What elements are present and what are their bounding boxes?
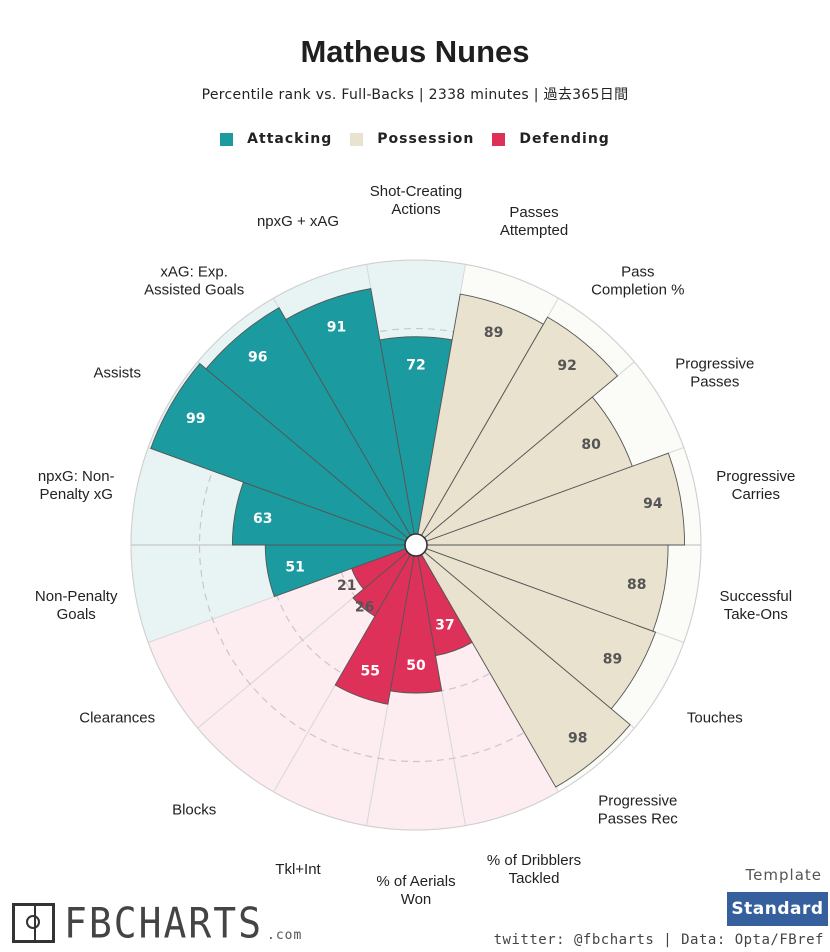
legend-item-attacking: Attacking [220,131,332,147]
value-label-successful-take-ons: 88 [627,577,646,593]
value-label-non-penalty-goals: 51 [285,559,304,575]
value-label-of-aerials-won: 50 [406,658,426,674]
category-label-passes-attempted: Passes Attempted [500,204,568,239]
value-label-touches: 89 [603,651,622,667]
category-label-npxg-non-penalty-xg: npxG: Non-Penalty xG [38,468,115,503]
category-label-progressive-carries: Progressive Carries [716,468,795,503]
legend: Attacking Possession Defending [0,131,830,147]
category-label-shot-creating-actions: Shot-Creating Actions [370,183,463,218]
legend-label-attacking: Attacking [247,131,333,147]
category-label-progressive-passes: Progressive Passes [675,356,754,391]
category-label-pass-completion: Pass Completion % [591,264,684,299]
category-label-assists: Assists [93,365,141,382]
category-label-tkl-int: Tkl+Int [275,861,321,878]
value-label-progressive-passes-rec: 98 [568,731,587,747]
center-dot [404,533,428,557]
value-label-assists: 99 [186,411,205,427]
brand-logo-block: FBCHARTS .com [12,898,303,948]
legend-item-possession: Possession [350,131,474,147]
pitch-icon [12,903,55,943]
template-standard-button[interactable]: Standard [727,892,828,926]
value-label-xag-exp-assisted-goals: 96 [248,350,267,366]
legend-swatch-possession [350,132,364,146]
category-label-non-penalty-goals: Non-Penalty Goals [35,588,118,623]
value-label-npxg-xag: 91 [327,320,346,336]
value-label-clearances: 21 [337,578,356,594]
footer-credit: twitter: @fbcharts | Data: Opta/FBref [493,932,824,948]
legend-swatch-defending [492,132,506,146]
legend-swatch-attacking [220,132,234,146]
value-label-shot-creating-actions: 72 [406,358,425,374]
value-label-progressive-passes: 80 [581,437,601,453]
category-label-progressive-passes-rec: Progressive Passes Rec [598,792,679,827]
legend-label-possession: Possession [377,131,475,147]
legend-item-defending: Defending [492,131,609,147]
value-label-of-dribblers-tackled: 37 [435,617,454,633]
value-label-progressive-carries: 94 [643,496,663,512]
category-label-of-aerials-won: % of Aerials Won [376,873,455,908]
value-label-passes-attempted: 89 [484,325,503,341]
legend-label-defending: Defending [519,131,610,147]
brand-name: FBCHARTS [64,898,264,948]
value-label-tkl-int: 55 [361,664,380,680]
category-label-blocks: Blocks [172,801,216,818]
category-label-npxg-xag: npxG + xAG [257,213,339,230]
value-label-pass-completion: 92 [557,358,576,374]
value-label-npxg-non-penalty-xg: 63 [253,511,272,527]
template-label: Template [745,866,822,884]
category-label-xag-exp-assisted-goals: xAG: Exp. Assisted Goals [144,264,244,299]
value-label-blocks: 26 [355,599,374,615]
brand-domain: .com [267,928,303,943]
category-label-of-dribblers-tackled: % of Dribblers Tackled [487,852,581,887]
category-label-clearances: Clearances [79,710,155,727]
chart-subtitle: Percentile rank vs. Full-Backs | 2338 mi… [201,87,629,103]
category-label-touches: Touches [687,710,743,727]
chart-title: Matheus Nunes [300,34,530,69]
category-label-successful-take-ons: Successful Take-Ons [720,588,793,623]
